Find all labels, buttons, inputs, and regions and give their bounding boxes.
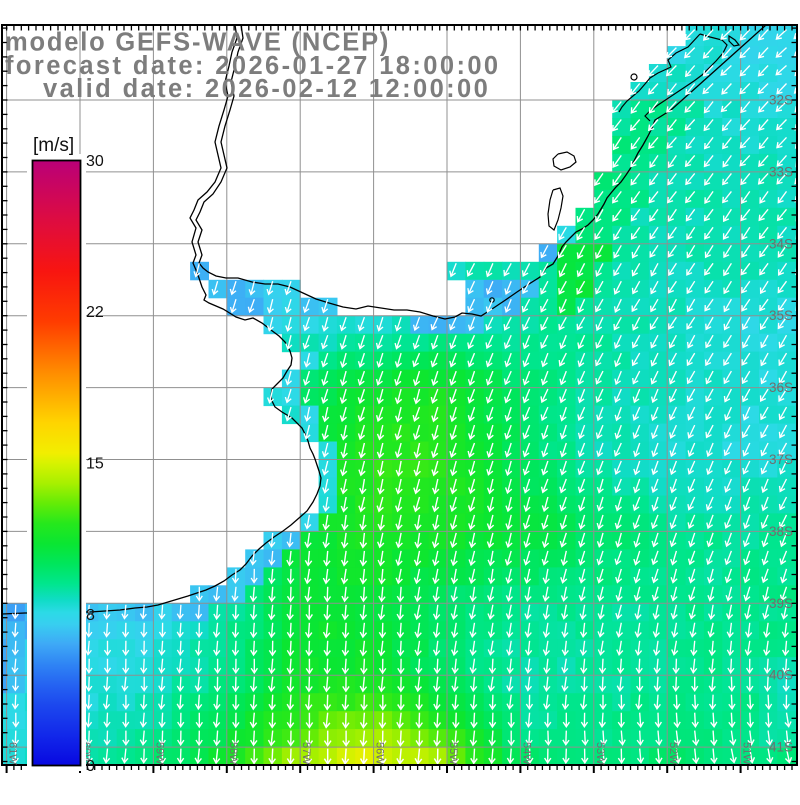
svg-text:34S: 34S xyxy=(769,236,793,251)
svg-text:32S: 32S xyxy=(769,93,793,108)
svg-text:54W: 54W xyxy=(520,742,532,765)
svg-text:38S: 38S xyxy=(769,524,793,539)
svg-text:37S: 37S xyxy=(769,452,793,467)
svg-text:22: 22 xyxy=(86,304,104,321)
svg-text:[m/s]: [m/s] xyxy=(33,135,74,156)
svg-text:57W: 57W xyxy=(300,742,312,765)
svg-text:33S: 33S xyxy=(769,164,793,179)
svg-text:51W: 51W xyxy=(741,742,753,765)
svg-text:61W: 61W xyxy=(7,742,19,765)
svg-text:56W: 56W xyxy=(374,742,386,765)
svg-text:41S: 41S xyxy=(769,740,793,755)
svg-text:39S: 39S xyxy=(769,596,793,611)
svg-text:modelo GEFS-WAVE (NCEP): modelo GEFS-WAVE (NCEP) xyxy=(5,29,390,57)
svg-text:53W: 53W xyxy=(594,742,606,765)
svg-text:40S: 40S xyxy=(769,668,793,683)
svg-text:valid date: 2026-02-12 12:00:0: valid date: 2026-02-12 12:00:00 xyxy=(43,75,490,103)
svg-text:59W: 59W xyxy=(153,742,165,765)
svg-text:8: 8 xyxy=(86,607,95,624)
svg-text:58W: 58W xyxy=(227,742,239,765)
svg-text:52W: 52W xyxy=(667,742,679,765)
svg-text:55W: 55W xyxy=(447,742,459,765)
svg-text:0: 0 xyxy=(86,758,95,775)
svg-text:30: 30 xyxy=(86,153,104,170)
svg-text:36S: 36S xyxy=(769,380,793,395)
svg-text:35S: 35S xyxy=(769,308,793,323)
svg-text:15: 15 xyxy=(86,456,104,473)
svg-text:forecast date: 2026-01-27 18:0: forecast date: 2026-01-27 18:00:00 xyxy=(5,52,501,80)
